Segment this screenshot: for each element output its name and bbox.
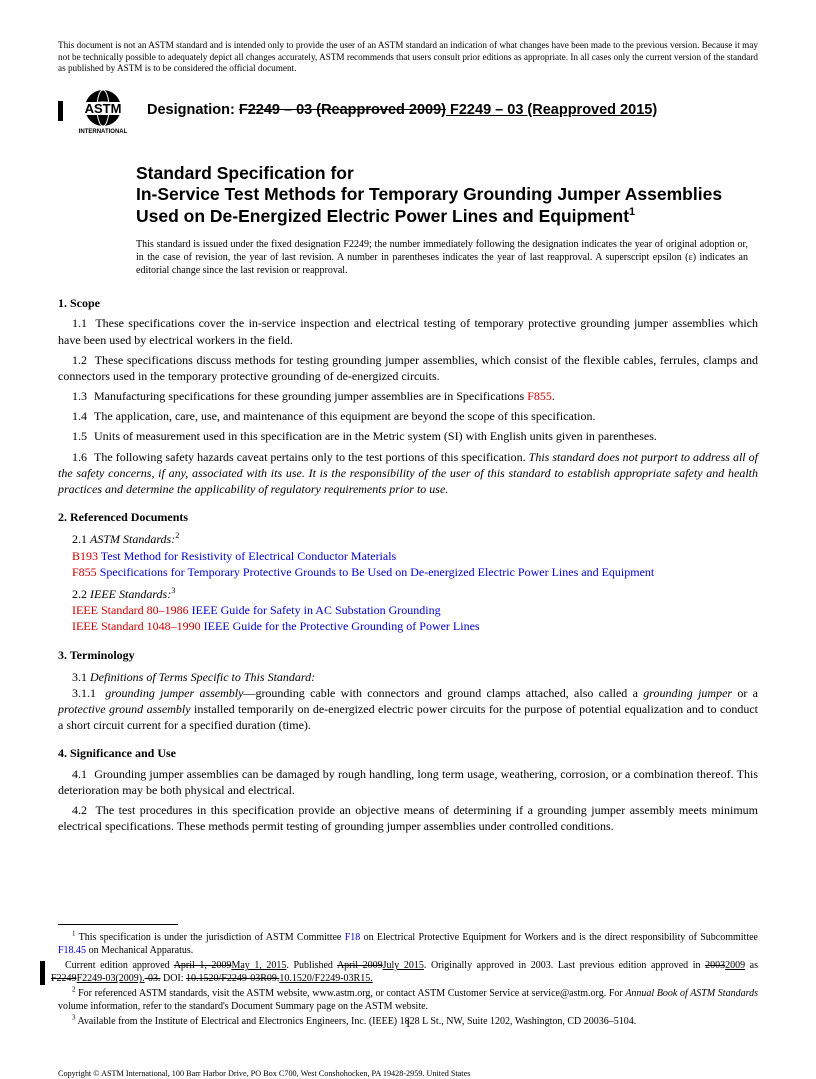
link-b193-code[interactable]: B193: [72, 549, 98, 563]
copyright-line: Copyright © ASTM International, 100 Barr…: [58, 1068, 758, 1079]
def-text-or: or a: [732, 686, 758, 700]
fn1l2-new4: F2249-03(2009).: [77, 973, 145, 984]
link-f855-title[interactable]: Specifications for Temporary Protective …: [97, 565, 655, 579]
para-1-5: 1.5 Units of measurement used in this sp…: [58, 428, 758, 444]
para-4-2-text: The test procedures in this specificatio…: [58, 803, 758, 833]
fn1l2-old5: -03.: [145, 973, 161, 984]
term-grounding-jumper: grounding jumper assembly: [105, 686, 243, 700]
top-disclaimer: This document is not an ASTM standard an…: [58, 40, 758, 75]
sub-2-2: 2.2 IEEE Standards:3: [58, 586, 758, 602]
designation-old: F2249 – 03 (Reapproved 2009): [239, 102, 446, 118]
designation-line: Designation: F2249 – 03 (Reapproved 2009…: [147, 101, 657, 121]
footnote-1-line2-row: Current edition approved April 1, 2009Ma…: [58, 959, 758, 987]
sub-2-1-label: ASTM Standards:: [90, 532, 175, 546]
para-4-1-text: Grounding jumper assemblies can be damag…: [58, 767, 758, 797]
page-number: 1: [405, 1017, 411, 1032]
link-ieee1048-title[interactable]: IEEE Guide for the Protective Grounding …: [201, 619, 480, 633]
section-3-heading: 3. Terminology: [58, 647, 758, 663]
para-1-2: 1.2 These specifications discuss methods…: [58, 352, 758, 384]
sub-2-1: 2.1 ASTM Standards:2: [58, 531, 758, 547]
fn1l2-new6: 10.1520/F2249-03R15.: [279, 973, 372, 984]
designation-label: Designation:: [147, 102, 239, 118]
para-1-6: 1.6 The following safety hazards caveat …: [58, 449, 758, 498]
fn1l2-c: . Originally approved in 2003. Last prev…: [424, 960, 705, 971]
fn3-text: Available from the Institute of Electric…: [76, 1016, 637, 1027]
fn2-text-c: volume information, refer to the standar…: [58, 1001, 428, 1012]
astm-logo-icon: ASTM INTERNATIONAL: [73, 87, 133, 135]
para-1-3-text-a: Manufacturing specifications for these g…: [94, 389, 527, 403]
footnote-1-line2: Current edition approved April 1, 2009Ma…: [51, 959, 758, 985]
para-1-3-text-c: .: [552, 389, 555, 403]
fn2-text-a: For referenced ASTM standards, visit the…: [76, 988, 626, 999]
designation-header: ASTM INTERNATIONAL Designation: F2249 – …: [58, 87, 758, 135]
link-ieee80-code[interactable]: IEEE Standard 80–1986: [72, 603, 189, 617]
ref-ieee80: IEEE Standard 80–1986 IEEE Guide for Saf…: [72, 602, 758, 618]
para-1-1-text: These specifications cover the in-servic…: [58, 316, 758, 346]
para-1-4: 1.4 The application, care, use, and main…: [58, 408, 758, 424]
svg-text:ASTM: ASTM: [85, 101, 122, 116]
issuance-note: This standard is issued under the fixed …: [136, 238, 748, 277]
para-1-4-text: The application, care, use, and maintena…: [94, 409, 596, 423]
fn1l2-b: . Published: [286, 960, 337, 971]
link-b193-title[interactable]: Test Method for Resistivity of Electrica…: [98, 549, 396, 563]
ref-b193: B193 Test Method for Resistivity of Elec…: [72, 548, 758, 564]
para-1-2-text: These specifications discuss methods for…: [58, 353, 758, 383]
para-1-3: 1.3 Manufacturing specifications for the…: [58, 388, 758, 404]
def-term2: grounding jumper: [643, 686, 732, 700]
title-footnote-ref: 1: [629, 206, 635, 218]
link-f18[interactable]: F18: [345, 932, 361, 943]
fn1l2-d: as: [745, 960, 758, 971]
para-3-1-1: 3.1.1 grounding jumper assembly—groundin…: [58, 685, 758, 734]
section-2-heading: 2. Referenced Documents: [58, 509, 758, 525]
ref-f855: F855 Specifications for Temporary Protec…: [72, 564, 758, 580]
main-title: Standard Specification for In-Service Te…: [136, 163, 748, 229]
fn2-text-b: Annual Book of ASTM Standards: [625, 988, 758, 999]
fn1l2-a: Current edition approved: [65, 960, 174, 971]
change-bar-icon: [40, 961, 45, 985]
title-block: Standard Specification for In-Service Te…: [136, 163, 748, 278]
para-4-2: 4.2 The test procedures in this specific…: [58, 802, 758, 834]
designation-new: F2249 – 03 (Reapproved 2015): [446, 102, 657, 118]
link-f855-code[interactable]: F855: [72, 565, 97, 579]
ref-ieee1048: IEEE Standard 1048–1990 IEEE Guide for t…: [72, 618, 758, 634]
fn1l2-old3: 2003: [705, 960, 725, 971]
sub-2-2-label: IEEE Standards:: [90, 587, 171, 601]
link-ieee1048-code[interactable]: IEEE Standard 1048–1990: [72, 619, 201, 633]
fn1-text-e: on Mechanical Apparatus.: [86, 945, 193, 956]
fn1l2-old1: April 1, 2009: [174, 960, 232, 971]
footnote-2: 2 For referenced ASTM standards, visit t…: [58, 987, 758, 1013]
footnote-1: 1 This specification is under the jurisd…: [58, 931, 758, 957]
para-4-1: 4.1 Grounding jumper assemblies can be d…: [58, 766, 758, 798]
def-term3: protective ground assembly: [58, 702, 191, 716]
change-bar-icon: [58, 101, 63, 121]
link-f1845[interactable]: F18.45: [58, 945, 86, 956]
fn1-text-c: on Electrical Protective Equipment for W…: [360, 932, 758, 943]
def-text-a: —grounding cable with connectors and gro…: [243, 686, 643, 700]
fn1l2-new1: May 1, 2015: [231, 960, 286, 971]
fn1l2-e: DOI:: [160, 973, 186, 984]
section-4-heading: 4. Significance and Use: [58, 745, 758, 761]
sub-3-1: 3.1 Definitions of Terms Specific to Thi…: [58, 669, 758, 685]
fn1l2-old4: F2249: [51, 973, 77, 984]
footnotes-block: 1 This specification is under the jurisd…: [58, 931, 758, 1028]
footnote-separator: [58, 924, 178, 925]
fn1l2-old6: 10.1520/F2249-03R09.: [186, 973, 279, 984]
para-1-5-text: Units of measurement used in this specif…: [94, 429, 657, 443]
title-prefix: Standard Specification for: [136, 163, 354, 183]
svg-text:INTERNATIONAL: INTERNATIONAL: [79, 129, 128, 135]
para-1-6-text-a: The following safety hazards caveat pert…: [94, 450, 529, 464]
sub-3-1-label: Definitions of Terms Specific to This St…: [90, 670, 315, 684]
fn1-text-a: This specification is under the jurisdic…: [76, 932, 345, 943]
link-ieee80-title[interactable]: IEEE Guide for Safety in AC Substation G…: [189, 603, 441, 617]
section-1-heading: 1. Scope: [58, 295, 758, 311]
link-f855[interactable]: F855: [527, 389, 552, 403]
fn1l2-old2: April 2009: [337, 960, 383, 971]
fn1l2-new2: July 2015: [383, 960, 424, 971]
para-1-1: 1.1 These specifications cover the in-se…: [58, 315, 758, 347]
fn1l2-new3: 2009: [725, 960, 745, 971]
